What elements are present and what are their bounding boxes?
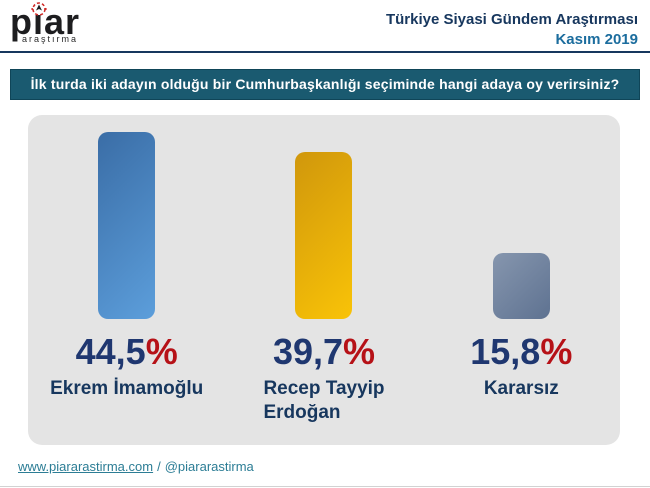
value-label: 15,8% (470, 332, 572, 372)
bar-area (492, 115, 550, 319)
logo-subtitle: araştırma (22, 34, 79, 44)
header: pıar araştırma Türkiye Siyasi Gündem Ara… (0, 0, 650, 53)
bar-recep-tayyip-erdogan (295, 152, 353, 319)
chart-panel: 44,5% Ekrem İmamoğlu 39,7% Recep Tayyip … (28, 115, 620, 445)
report-title-line2: Kasım 2019 (555, 31, 638, 49)
category-label: Ekrem İmamoğlu (50, 377, 204, 399)
percent-sign: % (343, 331, 376, 372)
social-handle: @piararastirma (164, 459, 254, 474)
compass-arrow-icon (31, 1, 47, 17)
bar-area (295, 115, 353, 319)
question-banner: İlk turda iki adayın olduğu bir Cumhurba… (10, 69, 640, 100)
value-number: 44,5 (75, 331, 146, 372)
chart-column-ekrem-imamoglu: 44,5% Ekrem İmamoğlu (28, 115, 225, 445)
chart-column-recep-tayyip-erdogan: 39,7% Recep Tayyip Erdoğan (225, 115, 422, 445)
category-label: Recep Tayyip Erdoğan (263, 377, 385, 424)
bar-ekrem-imamoglu (98, 132, 156, 319)
website-link[interactable]: www.piararastirma.com (18, 459, 154, 474)
percent-sign: % (540, 331, 573, 372)
footer: www.piararastirma.com / @piararastirma (0, 445, 650, 474)
footer-separator: / (157, 459, 161, 474)
percent-sign: % (145, 331, 178, 372)
value-label: 44,5% (76, 332, 178, 372)
bar-kararsiz (492, 253, 550, 319)
value-number: 39,7 (272, 331, 344, 372)
value-label: 39,7% (273, 332, 375, 372)
bottom-divider (0, 486, 650, 487)
chart-column-kararsiz: 15,8% Kararsız (423, 115, 620, 445)
piar-logo: pıar araştırma (10, 1, 80, 44)
report-title-line1: Türkiye Siyasi Gündem Araştırması (385, 11, 638, 28)
value-number: 15,8 (470, 331, 541, 372)
bar-area (98, 115, 156, 319)
category-label: Kararsız (483, 377, 559, 399)
report-title: Türkiye Siyasi Gündem Araştırması Kasım … (386, 4, 638, 51)
